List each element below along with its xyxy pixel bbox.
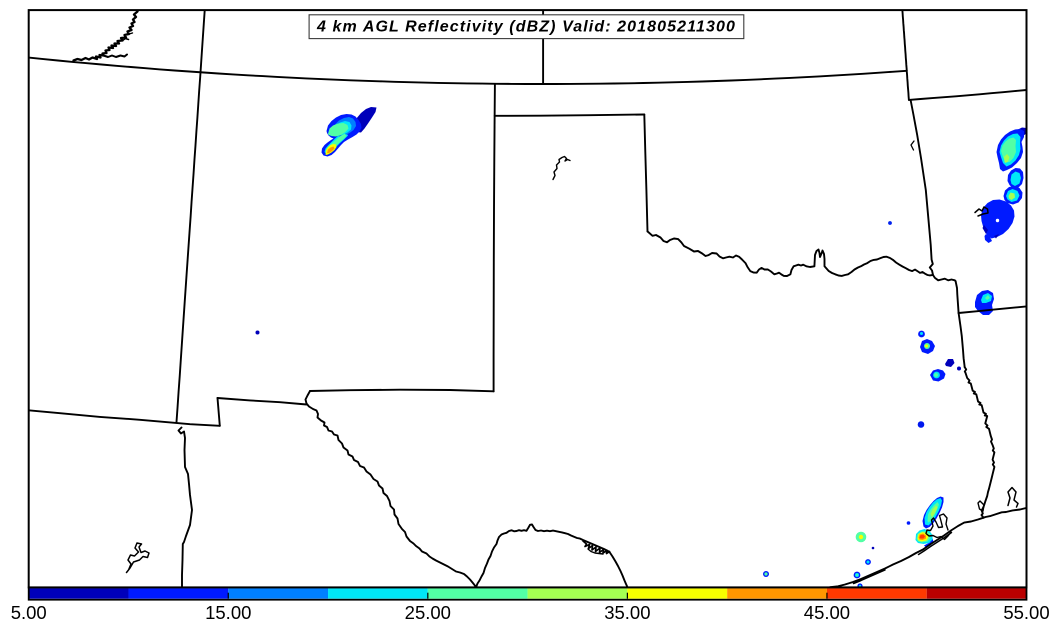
svg-text:35.00: 35.00 [604, 602, 650, 623]
svg-text:4 km AGL Reflectivity (dBZ) Va: 4 km AGL Reflectivity (dBZ) Valid: 20180… [316, 18, 736, 35]
svg-text:5.00: 5.00 [11, 602, 47, 623]
svg-text:15.00: 15.00 [205, 602, 251, 623]
svg-text:55.00: 55.00 [1003, 602, 1049, 623]
svg-text:25.00: 25.00 [405, 602, 451, 623]
svg-text:45.00: 45.00 [804, 602, 850, 623]
